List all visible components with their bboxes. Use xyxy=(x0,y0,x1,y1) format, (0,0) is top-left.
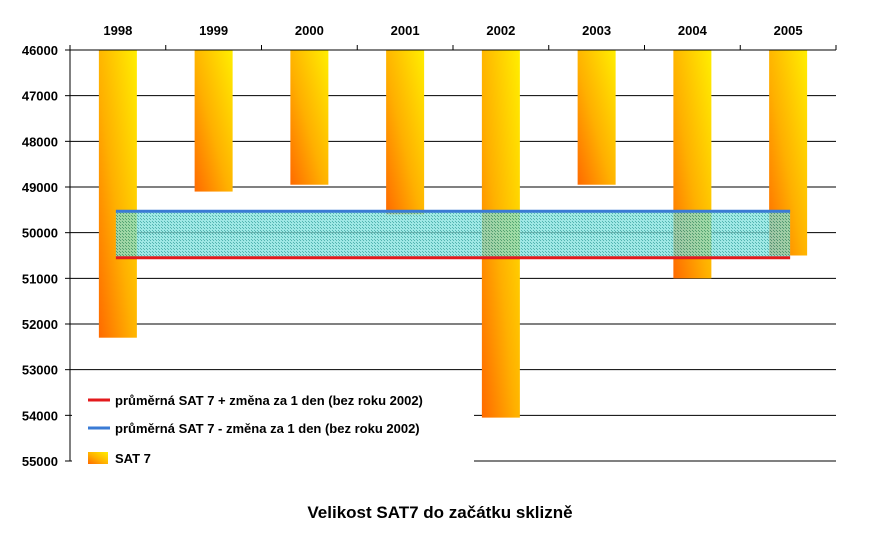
legend-label-plus: průměrná SAT 7 + změna za 1 den (bez rok… xyxy=(115,393,423,408)
y-tick-label: 53000 xyxy=(22,363,58,378)
y-tick-label: 51000 xyxy=(22,271,58,286)
chart-title: Velikost SAT7 do začátku sklizně xyxy=(307,503,572,522)
bar-2001 xyxy=(386,50,425,215)
y-tick-label: 49000 xyxy=(22,180,58,195)
x-tick-label: 2003 xyxy=(582,23,611,38)
y-tick-label: 52000 xyxy=(22,317,58,332)
y-tick-label: 55000 xyxy=(22,454,58,469)
y-tick-label: 46000 xyxy=(22,43,58,58)
bar-1998 xyxy=(98,50,137,338)
legend-box xyxy=(72,380,474,470)
y-tick-label: 50000 xyxy=(22,226,58,241)
y-tick-label: 54000 xyxy=(22,408,58,423)
bar-1999 xyxy=(194,50,233,192)
legend-swatch-series xyxy=(88,452,108,464)
x-tick-label: 2002 xyxy=(486,23,515,38)
y-tick-label: 47000 xyxy=(22,89,58,104)
x-tick-label: 1999 xyxy=(199,23,228,38)
x-tick-label: 2001 xyxy=(391,23,420,38)
x-tick-label: 2005 xyxy=(774,23,803,38)
bar-2000 xyxy=(290,50,329,185)
bar-2003 xyxy=(577,50,616,185)
x-tick-label: 2000 xyxy=(295,23,324,38)
legend-label-minus: průměrná SAT 7 - změna za 1 den (bez rok… xyxy=(115,421,420,436)
reference-band xyxy=(115,211,791,258)
x-tick-label: 2004 xyxy=(678,23,708,38)
x-tick-label: 1998 xyxy=(103,23,132,38)
y-tick-label: 48000 xyxy=(22,134,58,149)
legend-label-series: SAT 7 xyxy=(115,451,151,466)
